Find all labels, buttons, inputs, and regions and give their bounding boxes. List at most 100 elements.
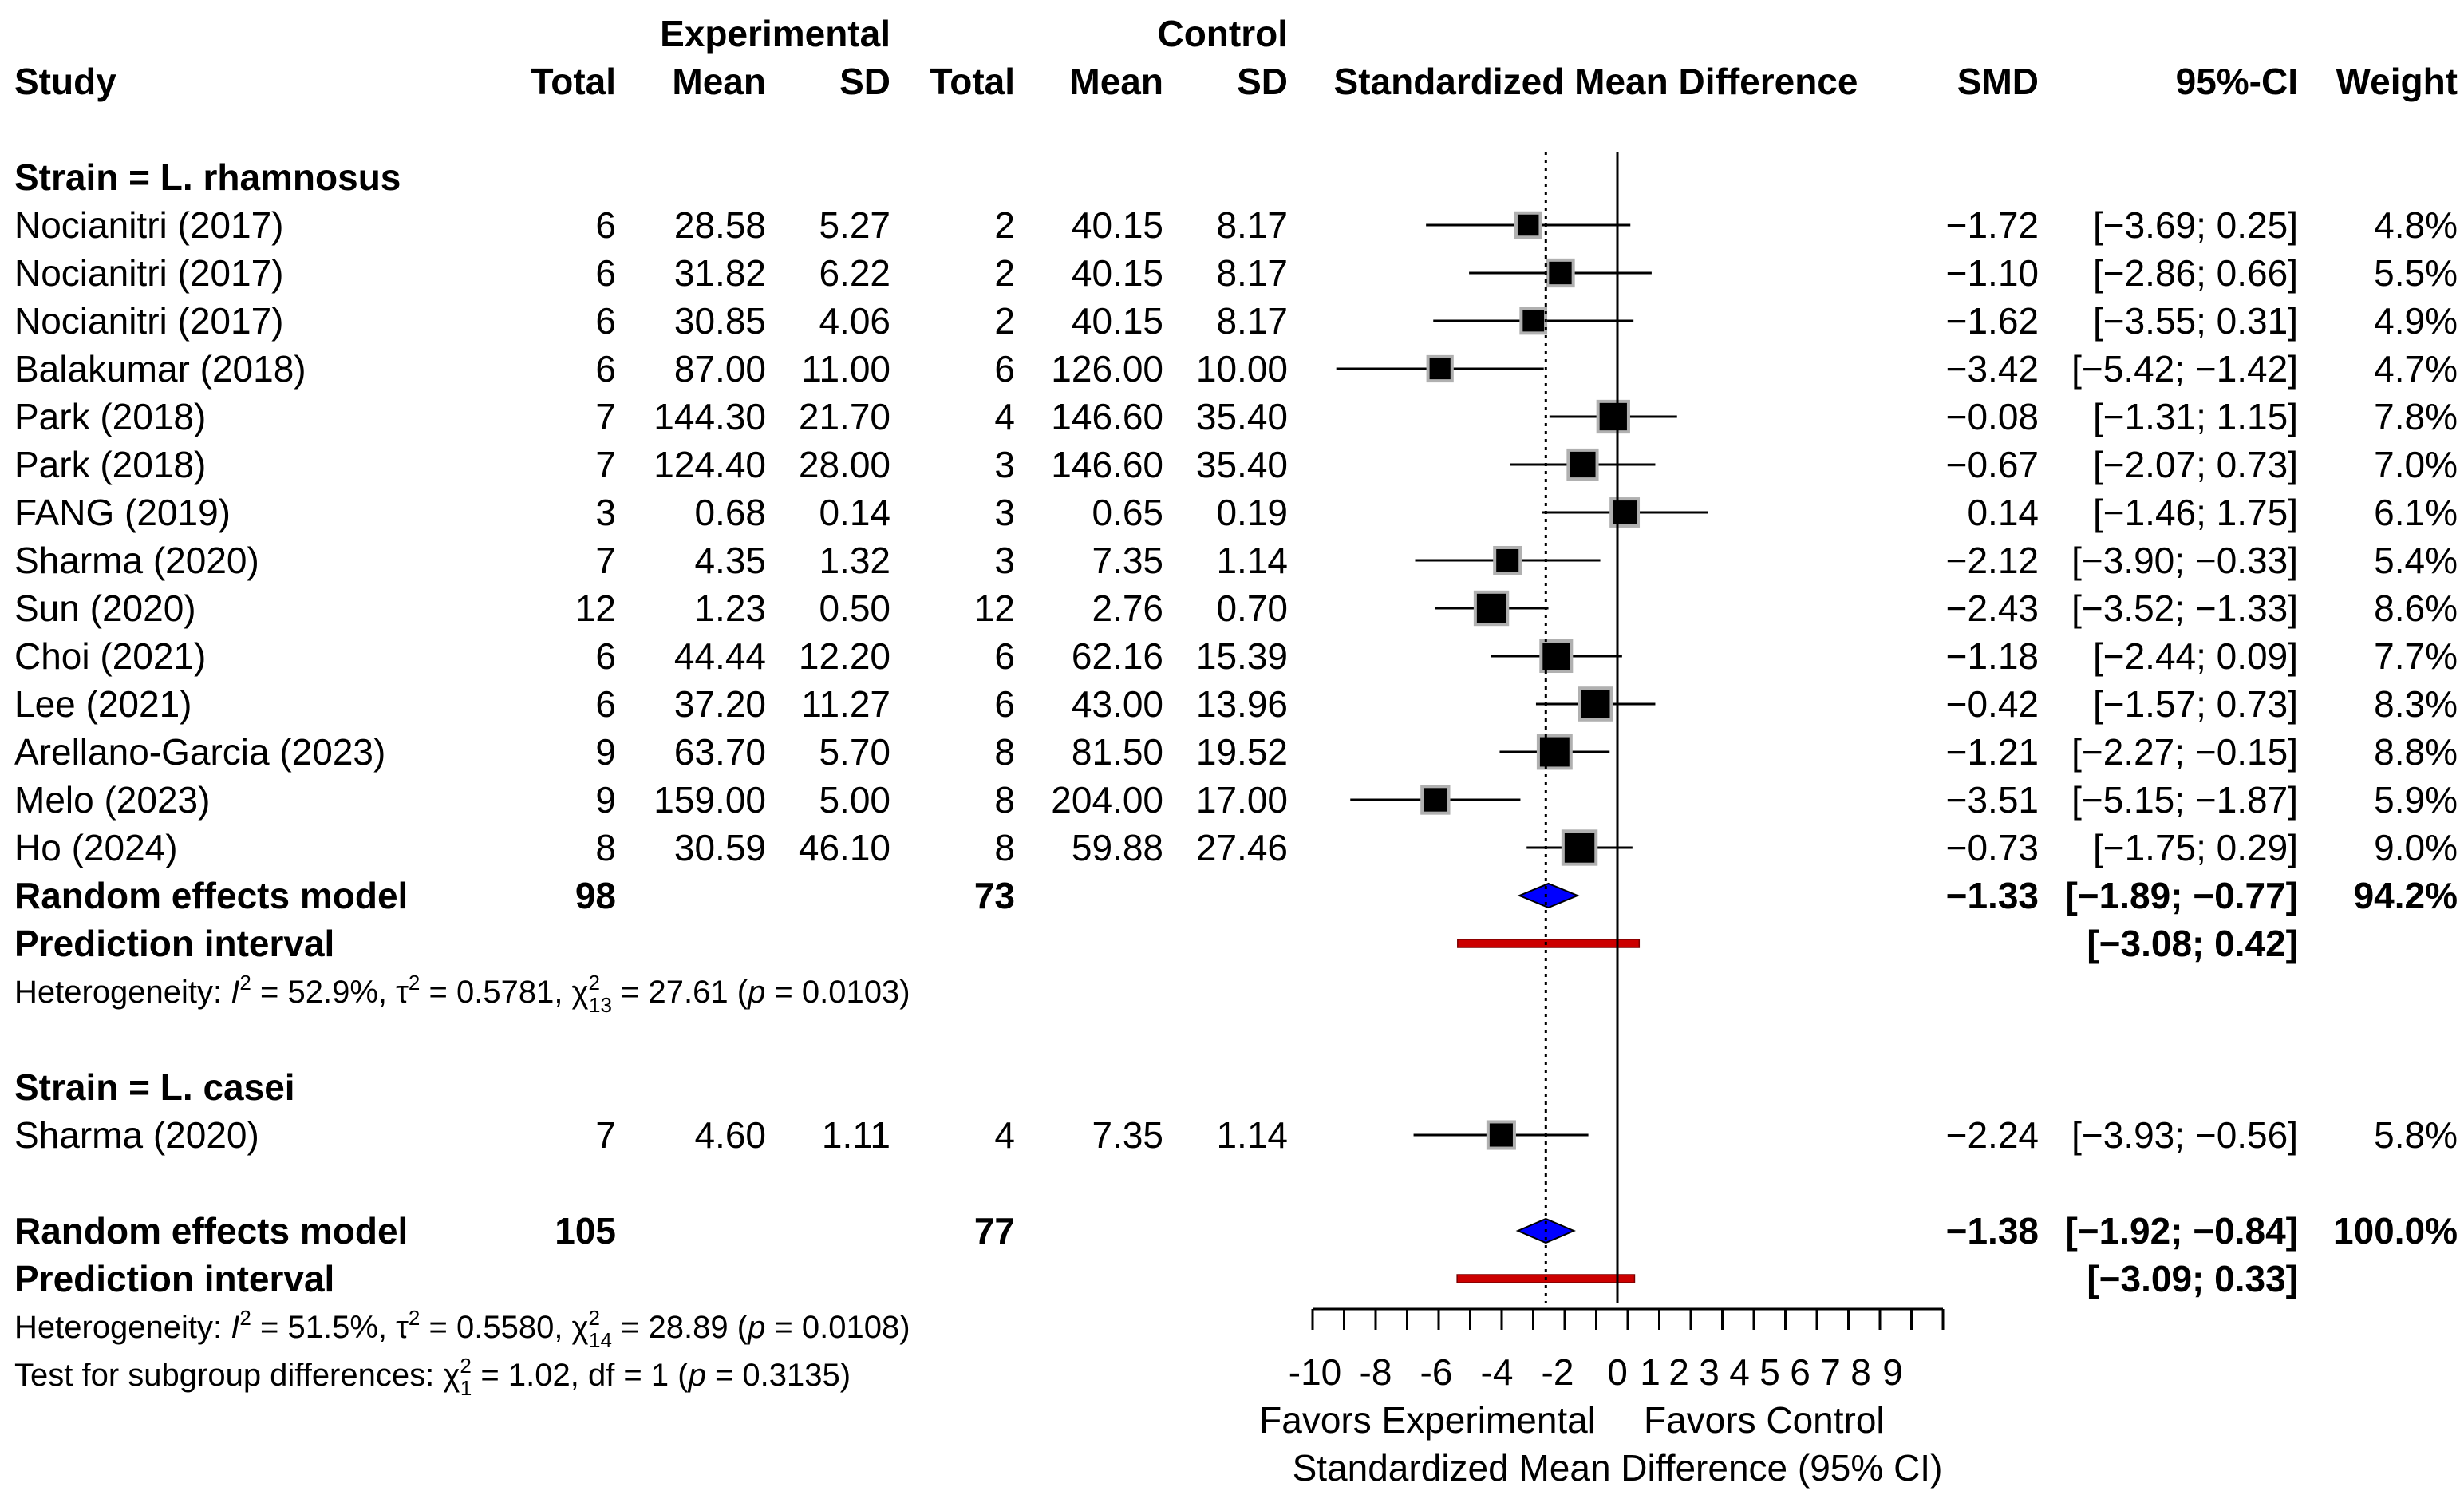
tick-label: 3 [1699,1351,1720,1393]
study-square [1578,686,1613,722]
weight-value: 7.7% [2374,635,2458,677]
experimental-sd: 0.50 [819,587,890,629]
summary-experimental-total: 105 [555,1210,616,1252]
experimental-sd: 4.06 [819,300,890,342]
header-c-sd: SD [1237,61,1288,102]
experimental-sd: 12.20 [799,635,890,677]
experimental-sd: 1.32 [819,540,890,581]
summary-smd: −1.38 [1946,1210,2039,1252]
study-square [1561,829,1598,866]
control-sd: 13.96 [1196,683,1288,725]
experimental-mean: 30.85 [674,300,766,342]
smd-value: −1.72 [1946,204,2039,246]
control-sd: 15.39 [1196,635,1288,677]
experimental-sd: 11.27 [801,683,890,725]
study-square [1609,497,1641,528]
experimental-sd: 6.22 [819,252,890,294]
summary-smd: −1.33 [1946,875,2039,916]
control-total: 4 [994,1114,1015,1156]
summary-label: Random effects model [14,875,408,916]
weight-value: 8.3% [2374,683,2458,725]
control-mean: 62.16 [1072,635,1163,677]
experimental-mean: 63.70 [674,731,766,773]
weight-value: 7.8% [2374,396,2458,437]
control-sd: 1.14 [1216,540,1288,581]
study-name: Choi (2021) [14,635,206,677]
header-e-mean: Mean [672,61,766,102]
tick-label: 4 [1729,1351,1750,1393]
control-mean: 40.15 [1072,252,1163,294]
study-square [1596,399,1630,434]
tick-label: 8 [1850,1351,1871,1393]
control-sd: 8.17 [1216,204,1288,246]
study-name: Balakumar (2018) [14,348,306,390]
prediction-ci: [−3.08; 0.42] [2087,923,2298,964]
experimental-total: 7 [595,396,616,437]
favors-experimental-label: Favors Experimental [1259,1399,1596,1441]
experimental-mean: 4.35 [694,540,766,581]
study-square [1420,785,1451,815]
study-square [1486,1120,1516,1150]
experimental-total: 6 [595,683,616,725]
ci-value: [−3.69; 0.25] [2093,204,2298,246]
control-total: 2 [994,300,1015,342]
tick-label: -6 [1420,1351,1453,1393]
experimental-mean: 159.00 [654,779,766,821]
smd-value: −2.43 [1946,587,2039,629]
control-mean: 204.00 [1051,779,1163,821]
control-total: 8 [994,779,1015,821]
ci-value: [−2.07; 0.73] [2093,444,2298,485]
study-name: Park (2018) [14,444,206,485]
tick-label: 7 [1820,1351,1841,1393]
experimental-total: 6 [595,635,616,677]
prediction-ci: [−3.09; 0.33] [2087,1258,2298,1299]
ci-value: [−2.44; 0.09] [2093,635,2298,677]
ci-value: [−3.52; −1.33] [2071,587,2298,629]
ci-value: [−3.93; −0.56] [2071,1114,2298,1156]
control-mean: 7.35 [1092,540,1163,581]
control-total: 3 [994,540,1015,581]
forest-graphics [1336,152,1708,1303]
experimental-mean: 31.82 [674,252,766,294]
study-name: Arellano-Garcia (2023) [14,731,385,773]
header-ci: 95%-CI [2176,61,2298,102]
control-mean: 126.00 [1051,348,1163,390]
ci-value: [−2.86; 0.66] [2093,252,2298,294]
experimental-mean: 1.23 [694,587,766,629]
prediction-label: Prediction interval [14,1258,334,1299]
prediction-label: Prediction interval [14,923,334,964]
weight-value: 5.4% [2374,540,2458,581]
experimental-total: 3 [595,492,616,533]
prediction-bar [1457,939,1641,948]
header-weight: Weight [2336,61,2458,102]
control-total: 2 [994,252,1015,294]
tick-label: 9 [1882,1351,1903,1393]
experimental-mean: 28.58 [674,204,766,246]
summary-ci: [−1.89; −0.77] [2065,875,2298,916]
control-sd: 10.00 [1196,348,1288,390]
smd-value: −1.62 [1946,300,2039,342]
experimental-mean: 124.40 [654,444,766,485]
summary-weight: 100.0% [2333,1210,2458,1252]
study-name: Ho (2024) [14,827,178,868]
control-total: 8 [994,731,1015,773]
weight-value: 5.8% [2374,1114,2458,1156]
experimental-total: 6 [595,204,616,246]
summary-control-total: 73 [974,875,1015,916]
smd-value: −2.12 [1946,540,2039,581]
control-total: 6 [994,635,1015,677]
control-mean: 59.88 [1072,827,1163,868]
experimental-total: 8 [595,827,616,868]
control-total: 4 [994,396,1015,437]
experimental-total: 7 [595,540,616,581]
experimental-total: 9 [595,779,616,821]
control-mean: 146.60 [1051,444,1163,485]
experimental-mean: 144.30 [654,396,766,437]
weight-value: 7.0% [2374,444,2458,485]
control-sd: 0.70 [1216,587,1288,629]
control-mean: 0.65 [1092,492,1163,533]
tick-label: 1 [1640,1351,1660,1393]
summary-label: Random effects model [14,1210,408,1252]
x-axis-label: Standardized Mean Difference (95% CI) [1293,1447,1943,1489]
study-name: Nocianitri (2017) [14,204,283,246]
